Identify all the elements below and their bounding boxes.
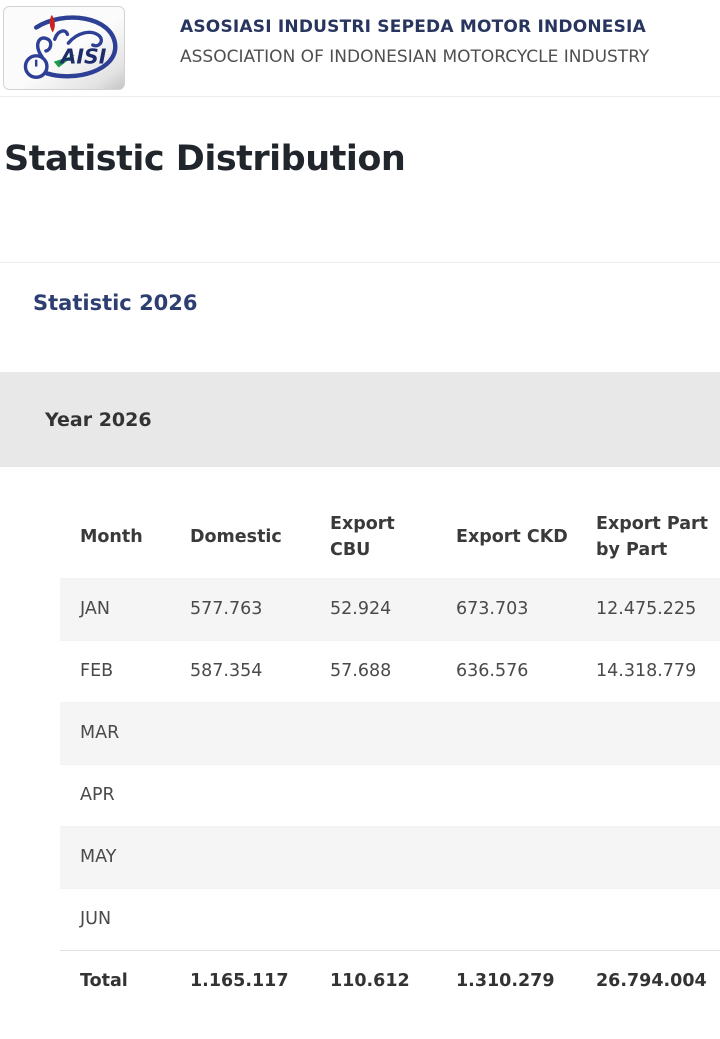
month-cell: FEB [60,639,170,702]
export-part-cell [576,763,720,826]
table-row-may: MAY [60,825,720,888]
export-cbu-cell [310,825,436,888]
month-cell: JAN [60,577,170,640]
export-part-cell [576,825,720,888]
col-header-domestic: Domestic [190,527,282,548]
table-header-row: Month Domestic Export CBU Export CKD Exp… [60,498,720,578]
month-cell: APR [60,763,170,826]
table-row-feb: FEB 587.354 57.688 636.576 14.318.779 [60,639,720,702]
export-part-cell: 12.475.225 [576,577,720,640]
export-cbu-cell: 52.924 [310,577,436,640]
table-row-apr: APR [60,763,720,826]
export-cbu-cell [310,701,436,764]
table-row-total: Total 1.165.117 110.612 1.310.279 26.794… [60,949,720,1012]
table-row-mar: MAR [60,701,720,764]
export-ckd-cell [436,825,576,888]
col-header-export-ckd: Export CKD [456,527,568,548]
total-export-part: 26.794.004 [576,949,720,1012]
total-domestic: 1.165.117 [170,949,310,1012]
table-row-jun: JUN [60,887,720,950]
export-ckd-cell [436,887,576,950]
statistics-table: Month Domestic Export CBU Export CKD Exp… [60,498,720,1012]
year-section-header: Year 2026 [0,372,720,467]
export-part-cell: 14.318.779 [576,639,720,702]
domestic-cell: 577.763 [170,577,310,640]
col-header-export-cbu: Export CBU [330,514,395,560]
site-header: AISI ASOSIASI INDUSTRI SEPEDA MOTOR INDO… [0,0,720,97]
section-divider [0,262,720,263]
aisi-motorcycle-logo-icon: AISI [3,6,125,90]
total-export-ckd: 1.310.279 [436,949,576,1012]
month-cell: JUN [60,887,170,950]
header-titles: ASOSIASI INDUSTRI SEPEDA MOTOR INDONESIA… [180,0,649,67]
org-title: ASOSIASI INDUSTRI SEPEDA MOTOR INDONESIA [180,17,646,37]
svg-text:AISI: AISI [59,45,107,69]
export-ckd-cell: 673.703 [436,577,576,640]
table-row-jan: JAN 577.763 52.924 673.703 12.475.225 [60,577,720,640]
domestic-cell [170,825,310,888]
col-header-month: Month [80,527,143,548]
statistic-year-link[interactable]: Statistic 2026 [33,291,198,315]
page-title: Statistic Distribution [4,139,406,179]
year-section-label: Year 2026 [45,408,152,431]
domestic-cell [170,701,310,764]
export-cbu-cell [310,887,436,950]
month-cell: MAY [60,825,170,888]
export-ckd-cell [436,763,576,826]
domestic-cell: 587.354 [170,639,310,702]
export-cbu-cell: 57.688 [310,639,436,702]
export-ckd-cell [436,701,576,764]
org-subtitle: ASSOCIATION OF INDONESIAN MOTORCYCLE IND… [180,47,650,67]
export-cbu-cell [310,763,436,826]
export-part-cell [576,887,720,950]
export-part-cell [576,701,720,764]
domestic-cell [170,763,310,826]
aisi-logo[interactable]: AISI [3,5,125,91]
total-label: Total [60,949,170,1012]
export-ckd-cell: 636.576 [436,639,576,702]
month-cell: MAR [60,701,170,764]
col-header-export-part: Export Part by Part [596,514,709,560]
domestic-cell [170,887,310,950]
total-export-cbu: 110.612 [310,949,436,1012]
